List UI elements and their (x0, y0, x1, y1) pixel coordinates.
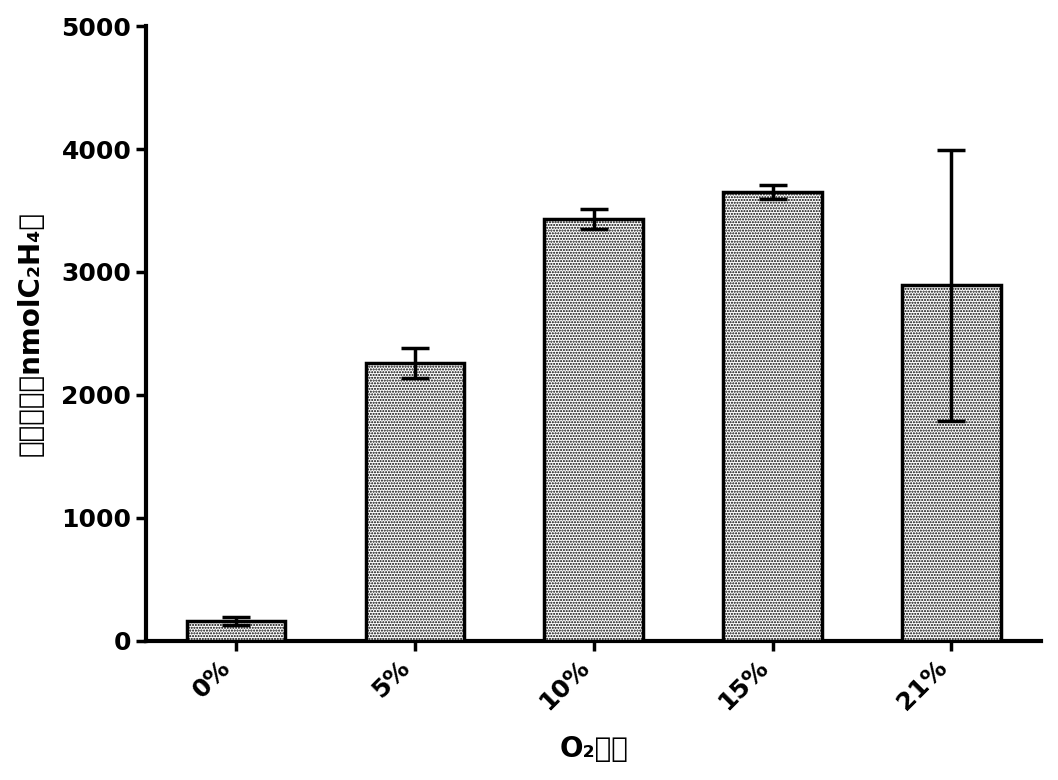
Bar (902, 285, 1001, 640)
Bar (365, 363, 463, 640)
Bar (724, 192, 822, 640)
Bar (545, 219, 643, 640)
Bar (186, 621, 285, 640)
Y-axis label: 固氮活性（nmolC₂H₄）: 固氮活性（nmolC₂H₄） (17, 211, 44, 456)
X-axis label: O₂浓度: O₂浓度 (560, 736, 628, 764)
